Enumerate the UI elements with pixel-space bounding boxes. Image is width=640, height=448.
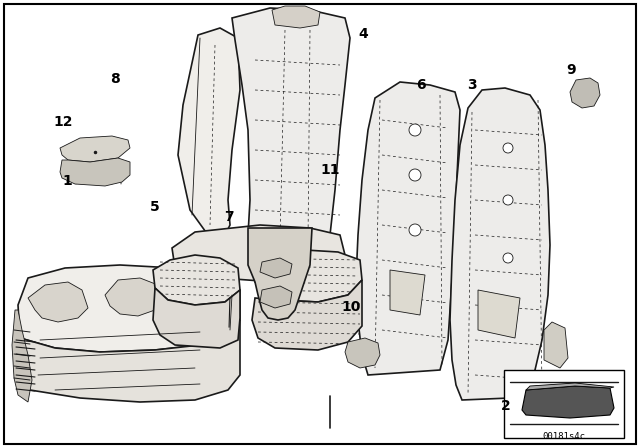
Circle shape: [503, 143, 513, 153]
Polygon shape: [478, 290, 520, 338]
Text: 10: 10: [341, 300, 360, 314]
Text: 3: 3: [467, 78, 477, 92]
Polygon shape: [522, 386, 614, 418]
Text: 00181s4c: 00181s4c: [543, 432, 586, 441]
Polygon shape: [268, 248, 295, 262]
Polygon shape: [60, 158, 130, 186]
Text: 9: 9: [566, 63, 576, 77]
Polygon shape: [105, 278, 162, 316]
Polygon shape: [248, 228, 312, 320]
Polygon shape: [28, 282, 88, 322]
Circle shape: [409, 224, 421, 236]
Text: 8: 8: [110, 72, 120, 86]
Polygon shape: [15, 320, 240, 402]
Circle shape: [409, 169, 421, 181]
Polygon shape: [260, 286, 292, 308]
Polygon shape: [172, 225, 345, 282]
Polygon shape: [18, 265, 240, 352]
Polygon shape: [544, 322, 568, 368]
Polygon shape: [153, 255, 240, 305]
Polygon shape: [178, 28, 240, 235]
Circle shape: [503, 195, 513, 205]
Polygon shape: [546, 380, 568, 408]
Polygon shape: [153, 288, 240, 348]
Polygon shape: [356, 82, 460, 375]
Polygon shape: [390, 270, 425, 315]
Polygon shape: [305, 248, 330, 263]
Polygon shape: [252, 250, 362, 302]
Circle shape: [503, 253, 513, 263]
Text: 1: 1: [62, 174, 72, 189]
Polygon shape: [60, 136, 130, 162]
Text: 5: 5: [150, 200, 160, 214]
Text: 2: 2: [500, 399, 511, 414]
Polygon shape: [232, 8, 350, 250]
Polygon shape: [252, 280, 362, 350]
Text: 6: 6: [416, 78, 426, 92]
Polygon shape: [12, 310, 32, 402]
Bar: [504, 370, 624, 438]
Text: 4: 4: [358, 27, 369, 41]
Polygon shape: [260, 258, 292, 278]
Polygon shape: [526, 383, 614, 390]
Circle shape: [409, 124, 421, 136]
Polygon shape: [345, 338, 380, 368]
Polygon shape: [272, 6, 320, 28]
Text: 11: 11: [321, 163, 340, 177]
Text: 7: 7: [224, 210, 234, 224]
Polygon shape: [450, 88, 550, 400]
Text: 12: 12: [53, 115, 72, 129]
Polygon shape: [570, 78, 600, 108]
